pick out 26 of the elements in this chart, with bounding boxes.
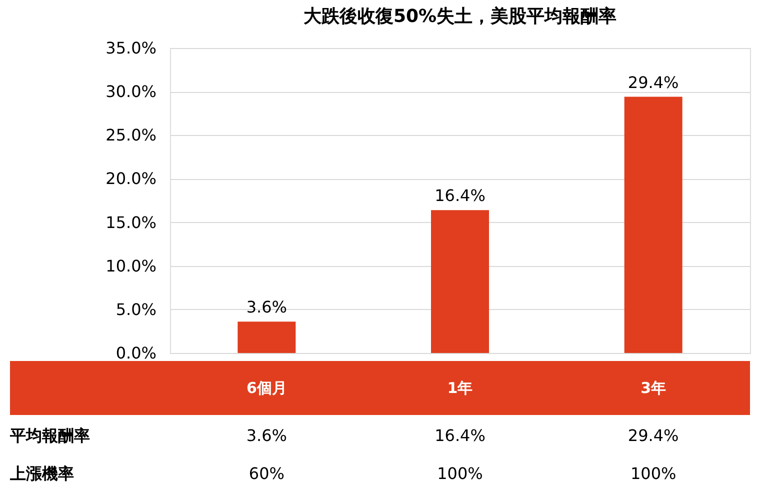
y-tick-label: 25.0% [106,126,156,145]
text: 60% [248,464,284,483]
data-label: 16.4% [434,186,486,206]
x-tick-label: 3年 [640,379,666,397]
data-label: 29.4% [628,72,679,92]
text: 29.4% [628,426,679,445]
y-tick-label: 20.0% [106,169,156,188]
x-tick-label: 6個月 [246,379,287,397]
text: 上漲機率 [9,464,74,483]
bar [624,96,682,353]
text: 100% [437,464,483,483]
text: 16.4% [434,426,486,445]
y-tick-label: 0.0% [116,344,156,362]
data-label: 3.6% [246,298,287,317]
y-tick-label: 10.0% [106,256,156,276]
text: 3.6% [246,426,287,445]
y-tick-label: 30.0% [106,82,156,102]
chart-title: 大跌後收復50%失土，美股平均報酬率 [302,6,617,27]
text: 100% [630,464,676,483]
text: 平均報酬率 [9,426,90,445]
y-tick-label: 35.0% [106,38,156,58]
x-tick-label: 1年 [447,379,473,397]
bar [238,322,296,353]
y-tick-label: 5.0% [116,300,156,319]
bar [431,210,489,353]
y-tick-label: 15.0% [106,212,156,232]
